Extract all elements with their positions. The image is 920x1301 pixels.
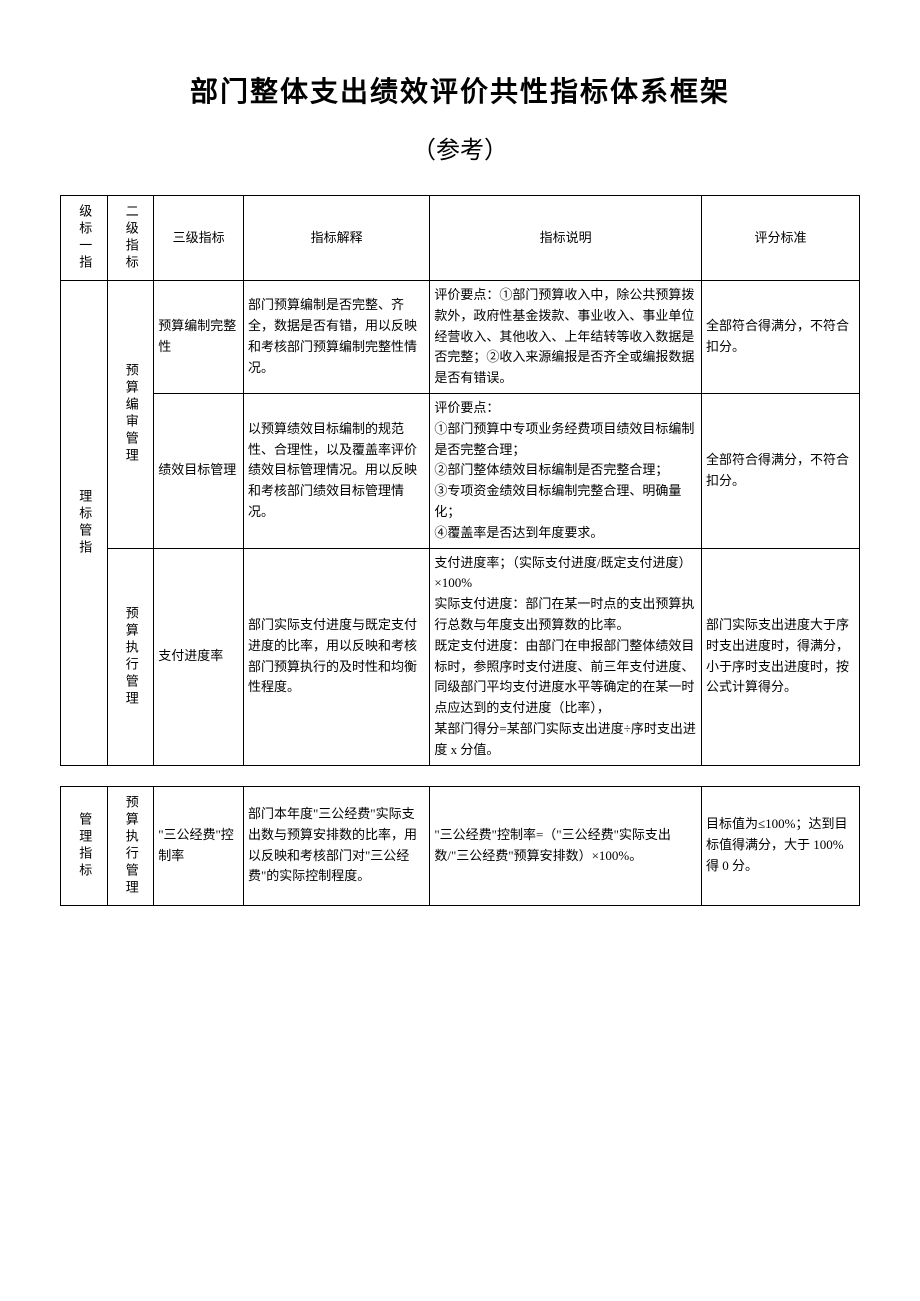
table-row: 理标管指 预算编审管理 预算编制完整性 部门预算编制是否完整、齐全，数据是否有错… xyxy=(61,281,860,394)
indicator-table-2: 管理指标 预算执行管理 "三公经费"控制率 部门本年度"三公经费"实际支出数与预… xyxy=(60,786,860,906)
table-row: 绩效目标管理 以预算绩效目标编制的规范性、合理性，以及覆盖率评价绩效目标管理情况… xyxy=(61,393,860,548)
level2-cell: 预算执行管理 xyxy=(107,786,154,905)
score-cell: 目标值为≤100%；达到目标值得满分，大于 100%得 0 分。 xyxy=(701,786,859,905)
table-row: 管理指标 预算执行管理 "三公经费"控制率 部门本年度"三公经费"实际支出数与预… xyxy=(61,786,860,905)
col-header: 三级指标 xyxy=(154,196,244,281)
level3-cell: 绩效目标管理 xyxy=(154,393,244,548)
explain-cell: 部门实际支付进度与既定支付进度的比率，用以反映和考核部门预算执行的及时性和均衡性… xyxy=(243,548,429,765)
desc-cell: 评价要点： ①部门预算中专项业务经费项目绩效目标编制是否完整合理； ②部门整体绩… xyxy=(430,393,702,548)
score-cell: 全部符合得满分，不符合扣分。 xyxy=(701,393,859,548)
level3-cell: 预算编制完整性 xyxy=(154,281,244,394)
col-header: 指标解释 xyxy=(243,196,429,281)
level2-cell: 预算编审管理 xyxy=(107,281,154,549)
table-row: 预算执行管理 支付进度率 部门实际支付进度与既定支付进度的比率，用以反映和考核部… xyxy=(61,548,860,765)
doc-subtitle: （参考） xyxy=(60,130,860,165)
doc-title: 部门整体支出绩效评价共性指标体系框架 xyxy=(60,70,860,110)
explain-cell: 部门预算编制是否完整、齐全，数据是否有错，用以反映和考核部门预算编制完整性情况。 xyxy=(243,281,429,394)
level3-cell: "三公经费"控制率 xyxy=(154,786,244,905)
explain-cell: 部门本年度"三公经费"实际支出数与预算安排数的比率，用以反映和考核部门对"三公经… xyxy=(243,786,429,905)
level2-cell: 预算执行管理 xyxy=(107,548,154,765)
col-header: 评分标准 xyxy=(701,196,859,281)
score-cell: 部门实际支出进度大于序时支出进度时，得满分，小于序时支出进度时，按公式计算得分。 xyxy=(701,548,859,765)
level3-cell: 支付进度率 xyxy=(154,548,244,765)
desc-cell: "三公经费"控制率=（"三公经费"实际支出数/"三公经费"预算安排数）×100%… xyxy=(430,786,702,905)
col-header: 二级指标 xyxy=(107,196,154,281)
col-header: 指标说明 xyxy=(430,196,702,281)
col-header: 级标一指 xyxy=(61,196,108,281)
desc-cell: 支付进度率；（实际支付进度/既定支付进度）×100% 实际支付进度：部门在某一时… xyxy=(430,548,702,765)
explain-cell: 以预算绩效目标编制的规范性、合理性，以及覆盖率评价绩效目标管理情况。用以反映和考… xyxy=(243,393,429,548)
level1-cell: 理标管指 xyxy=(61,281,108,766)
table-header-row: 级标一指 二级指标 三级指标 指标解释 指标说明 评分标准 xyxy=(61,196,860,281)
indicator-table-1: 级标一指 二级指标 三级指标 指标解释 指标说明 评分标准 理标管指 预算编审管… xyxy=(60,195,860,766)
level1-cell: 管理指标 xyxy=(61,786,108,905)
desc-cell: 评价要点：①部门预算收入中，除公共预算拨款外，政府性基金拨款、事业收入、事业单位… xyxy=(430,281,702,394)
score-cell: 全部符合得满分，不符合扣分。 xyxy=(701,281,859,394)
